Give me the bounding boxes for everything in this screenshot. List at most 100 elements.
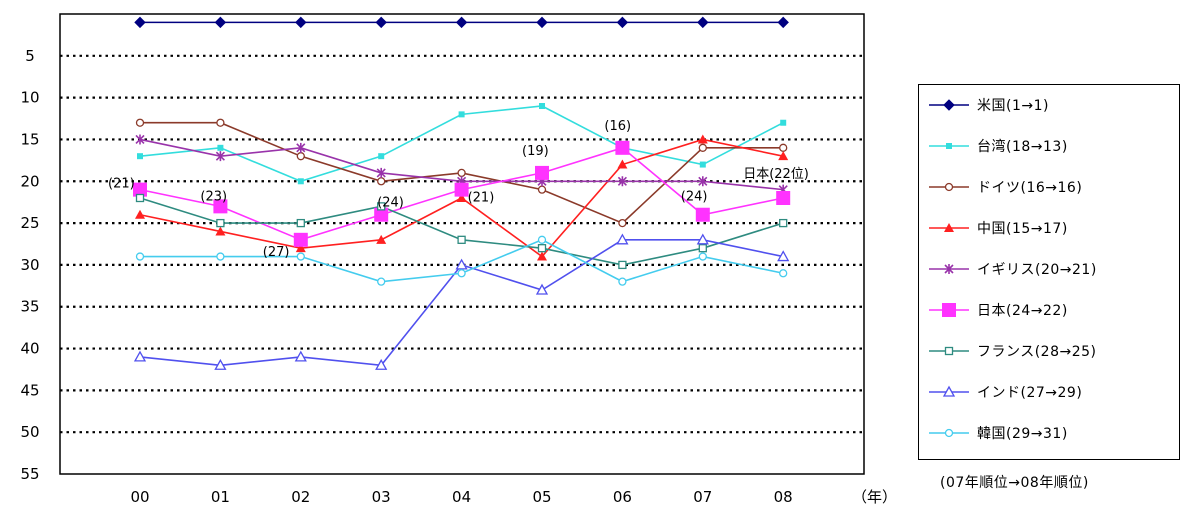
- data-point-s7-05: [535, 283, 549, 295]
- data-point-s7-03: [375, 358, 388, 370]
- data-point-s2-01: [216, 118, 225, 127]
- data-point-s2-05: [537, 185, 547, 194]
- data-point-s2-04: [457, 168, 466, 178]
- data-point-s6-03: [377, 202, 386, 211]
- data-point-s6-04: [457, 235, 466, 244]
- legend-label-8: 韓国(29→31): [977, 426, 1068, 442]
- annotation-label-4: (21): [468, 191, 495, 206]
- legend-label-3: 中国(15→17): [977, 221, 1068, 237]
- y-tick-label-5: 5: [25, 47, 35, 65]
- y-tick-label-25: 25: [20, 214, 39, 232]
- data-point-s6-06: [618, 260, 627, 270]
- x-tick-label-05: 05: [532, 488, 551, 506]
- data-point-s2-03: [377, 177, 386, 186]
- data-point-s6-07: [698, 244, 707, 253]
- annotation-label-6: (16): [604, 119, 631, 134]
- data-point-s8-04: [457, 269, 466, 278]
- annotation-label-1: (23): [200, 189, 227, 204]
- y-axis-tick-labels: 5 10 15 20 25 30 35 40 45 50 55: [20, 47, 39, 483]
- y-tick-label-50: 50: [20, 423, 39, 441]
- legend-swatch-6: [929, 346, 969, 356]
- data-point-s0-08: [777, 16, 789, 29]
- data-point-s1-08: [780, 119, 787, 126]
- legend-swatch-marker-0: [943, 99, 955, 111]
- data-point-s5-02: [293, 232, 308, 247]
- legend-item-2: ドイツ(16→16): [927, 175, 1082, 199]
- data-point-s4-07: [698, 176, 708, 187]
- legend-item-1: 台湾(18→13): [927, 134, 1068, 158]
- y-tick-label-55: 55: [20, 465, 39, 483]
- annotation-label-0: (21): [108, 177, 135, 192]
- data-point-s0-05: [536, 16, 548, 29]
- legend-item-3: 中国(15→17): [927, 216, 1068, 240]
- data-point-s8-08: [779, 269, 788, 278]
- legend-item-6: フランス(28→25): [927, 339, 1097, 363]
- data-point-s8-03: [377, 277, 386, 286]
- legend-swatch-1: [929, 143, 969, 149]
- data-point-s3-03: [376, 234, 387, 244]
- data-point-s6-01: [216, 218, 225, 228]
- data-point-s0-07: [697, 16, 709, 29]
- data-point-s3-06: [617, 159, 628, 169]
- y-tick-label-20: 20: [20, 172, 39, 190]
- data-point-s5-06: [615, 140, 630, 155]
- x-tick-label-04: 04: [452, 488, 471, 506]
- data-point-s0-02: [295, 16, 307, 29]
- data-point-s5-05: [535, 165, 549, 180]
- legend-swatch-marker-1: [946, 143, 952, 149]
- legend-swatch-marker-4: [944, 264, 954, 274]
- data-point-s8-06: [618, 277, 627, 286]
- data-point-s3-02: [295, 243, 306, 253]
- x-axis-tick-labels: 00 01 02 03 04 05 06 07 08: [130, 488, 792, 506]
- annotation-label-7: (24): [681, 190, 708, 205]
- data-point-s0-03: [375, 16, 387, 29]
- legend-swatch-4: [929, 264, 969, 274]
- series-markers: [133, 16, 791, 370]
- data-point-s0-01: [214, 16, 227, 29]
- legend-swatch-5: [929, 303, 969, 317]
- y-tick-label-15: 15: [20, 130, 39, 148]
- x-tick-label-01: 01: [211, 488, 230, 506]
- x-axis-unit-label: （年）: [852, 488, 897, 506]
- x-tick-label-02: 02: [291, 488, 310, 506]
- x-tick-label-00: 00: [130, 488, 149, 506]
- plot-area-border: [59, 13, 865, 475]
- data-point-s5-03: [374, 207, 389, 222]
- data-point-s7-04: [455, 258, 468, 270]
- legend-swatch-marker-8: [944, 428, 954, 438]
- data-point-s3-05: [537, 251, 547, 261]
- annotation-label-5: (19): [522, 144, 549, 159]
- data-point-s0-06: [616, 16, 629, 29]
- y-tick-label-40: 40: [20, 340, 39, 358]
- data-point-s5-04: [454, 182, 469, 197]
- legend-item-0: 米国(1→1): [927, 93, 1049, 117]
- data-point-s4-02: [296, 142, 306, 153]
- annotation-label-8: 日本(22位): [743, 167, 809, 182]
- data-point-s5-08: [776, 191, 791, 205]
- legend-label-0: 米国(1→1): [977, 98, 1049, 114]
- legend-label-5: 日本(24→22): [977, 303, 1068, 319]
- data-point-s7-07: [696, 233, 709, 245]
- data-point-s3-08: [778, 151, 789, 161]
- data-point-s7-00: [133, 350, 147, 362]
- legend-item-7: インド(27→29): [927, 380, 1082, 404]
- x-tick-label-07: 07: [693, 488, 712, 506]
- legend-label-6: フランス(28→25): [977, 344, 1097, 360]
- y-tick-label-10: 10: [20, 89, 39, 107]
- legend-swatch-3: [929, 223, 969, 232]
- data-point-s6-00: [135, 193, 145, 203]
- legend-item-5: 日本(24→22): [927, 298, 1068, 322]
- x-tick-label-06: 06: [613, 488, 632, 506]
- data-point-s7-06: [616, 233, 629, 245]
- gridlines: [60, 54, 864, 434]
- data-point-s8-00: [135, 252, 145, 261]
- data-annotations: (21) (23) (27) (24) (21) (19) (16) (24) 日本(22位): [108, 119, 809, 260]
- data-point-s1-00: [137, 153, 143, 160]
- legend-label-2: ドイツ(16→16): [977, 180, 1083, 196]
- data-point-s0-00: [134, 16, 146, 29]
- legend-swatch-marker-2: [944, 182, 954, 192]
- data-point-s8-05: [537, 235, 547, 244]
- legend: 米国(1→1) 台湾(18→13) ドイツ(16→16) 中国(15→17) イギリス(…: [918, 84, 1180, 460]
- y-tick-label-30: 30: [20, 256, 39, 274]
